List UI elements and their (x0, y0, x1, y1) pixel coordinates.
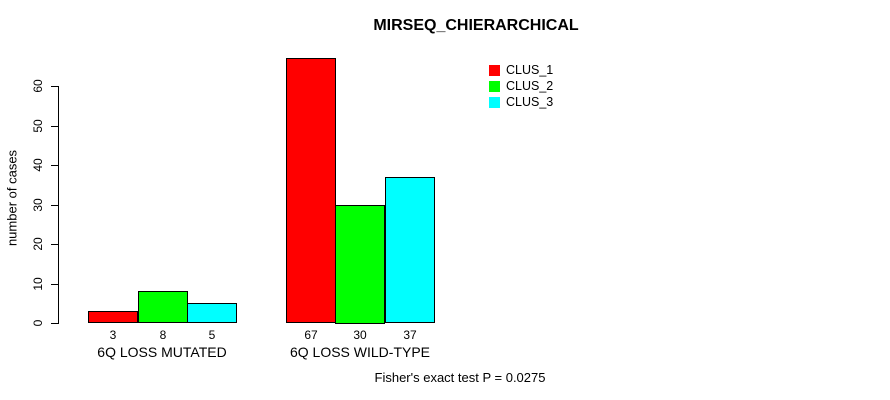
bar-value-label: 5 (208, 328, 216, 342)
legend-swatch-clus_1 (489, 65, 500, 76)
y-tick-label: 20 (31, 237, 45, 251)
y-tick-label: 60 (31, 79, 45, 93)
bar-clus_1-1 (88, 311, 138, 323)
bar-clus_3-2 (385, 177, 435, 323)
y-tick-mark (51, 205, 58, 206)
bar-value-label: 37 (403, 328, 417, 342)
y-axis-line (58, 86, 59, 324)
legend-label-clus_2: CLUS_2 (506, 79, 554, 93)
bar-value-label: 8 (159, 328, 167, 342)
y-tick-mark (51, 323, 58, 324)
bar-clus_2-2 (335, 205, 385, 324)
y-tick-mark (51, 86, 58, 87)
y-tick-mark (51, 284, 58, 285)
legend-swatch-clus_3 (489, 97, 500, 108)
y-tick-mark (51, 244, 58, 245)
y-tick-label: 10 (31, 277, 45, 291)
bar-value-label: 67 (304, 328, 318, 342)
y-tick-label: 30 (31, 198, 45, 212)
legend-label-clus_1: CLUS_1 (506, 63, 554, 77)
category-label: 6Q LOSS MUTATED (97, 344, 227, 360)
bar-value-label: 3 (109, 328, 117, 342)
legend-swatch-clus_2 (489, 81, 500, 92)
bar-value-label: 30 (353, 328, 367, 342)
y-tick-label: 0 (31, 319, 45, 327)
y-tick-mark (51, 126, 58, 127)
chart-title: MIRSEQ_CHIERARCHICAL (373, 17, 579, 34)
y-tick-label: 50 (31, 119, 45, 133)
category-label: 6Q LOSS WILD-TYPE (289, 344, 431, 360)
bar-clus_1-2 (286, 58, 336, 323)
bar-clus_2-1 (138, 291, 188, 323)
y-axis-label: number of cases (4, 149, 20, 247)
y-tick-label: 40 (31, 158, 45, 172)
annotation-text: Fisher's exact test P = 0.0275 (374, 370, 546, 385)
bar-clus_3-1 (187, 303, 237, 323)
legend-label-clus_3: CLUS_3 (506, 95, 554, 109)
y-tick-mark (51, 165, 58, 166)
